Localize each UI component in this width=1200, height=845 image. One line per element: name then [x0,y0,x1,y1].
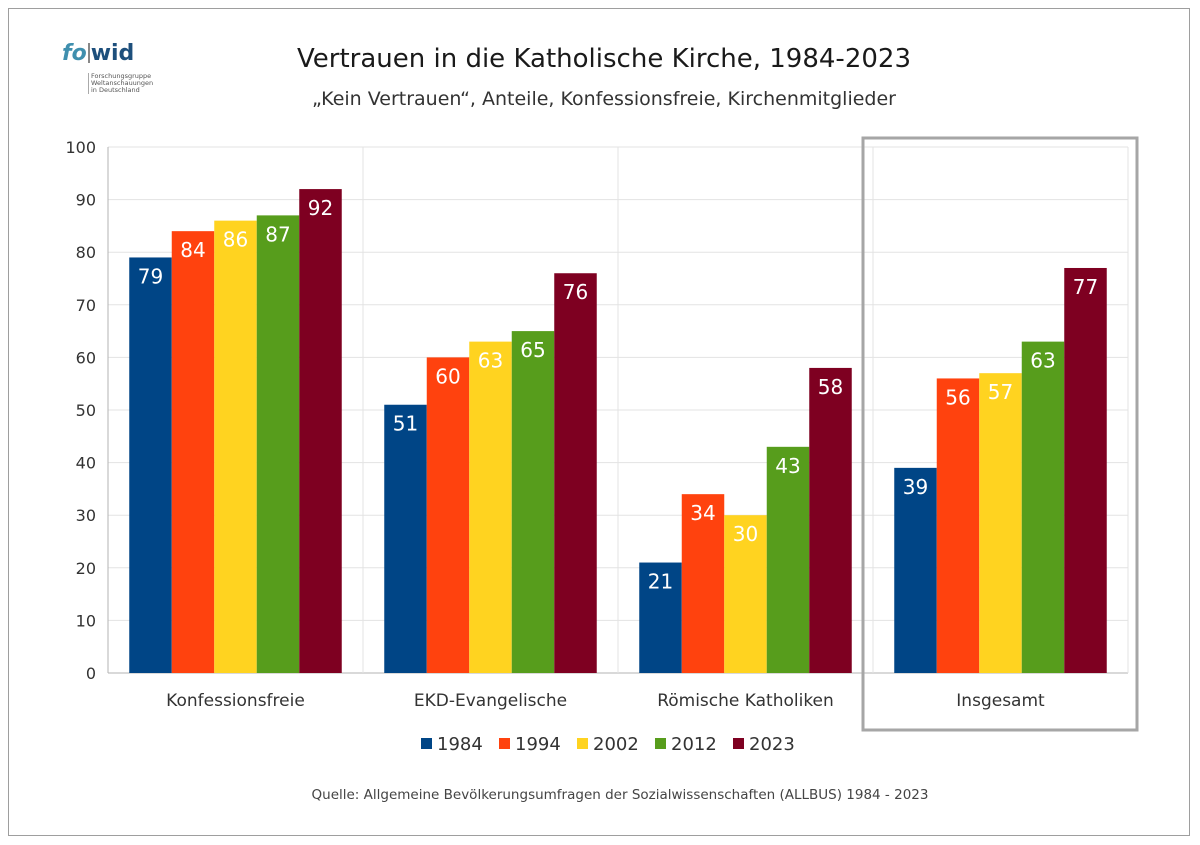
data-label: 56 [945,385,970,409]
bar-2012 [256,215,300,673]
legend-swatch-2012 [655,738,666,749]
legend-label-2023: 2023 [749,734,795,755]
legend-label-2002: 2002 [593,734,639,755]
bar-1994 [426,357,470,673]
highlight-box-layer [861,136,1139,732]
bar-2023 [809,367,852,673]
data-label: 77 [1073,275,1098,299]
logo-word-part2: wid [90,41,135,66]
legend-label-1984: 1984 [437,734,483,755]
data-label: 86 [223,228,248,252]
data-label: 92 [308,196,333,220]
x-category-label: EKD-Evangelische [414,691,567,711]
source-note: Quelle: Allgemeine Bevölkerungsumfragen … [311,787,929,803]
data-label: 60 [435,364,460,388]
y-tick-label: 0 [86,664,96,683]
y-tick-label: 10 [76,611,96,630]
data-label: 43 [775,454,800,478]
data-label: 58 [818,375,843,399]
bar-2023 [554,273,597,673]
bar-1984 [129,257,172,673]
legend-swatch-2002 [577,738,588,749]
x-category-label: Insgesamt [956,691,1045,711]
bar-2002 [469,341,512,673]
data-label: 63 [478,349,503,373]
data-label: 57 [988,380,1013,404]
legend: 1984 1994 2002 2012 2023 [421,734,795,755]
x-category-label: Römische Katholiken [657,691,834,711]
legend-swatch-1994 [499,738,510,749]
legend-label-1994: 1994 [515,734,561,755]
chart-title: Vertrauen in die Katholische Kirche, 198… [297,44,911,74]
y-tick-label: 50 [76,401,96,420]
bar-1994 [171,231,215,673]
bar-2002 [724,515,767,673]
chart-subtitle: „Kein Vertrauen“, Anteile, Konfessionsfr… [312,88,896,110]
data-label: 51 [393,412,418,436]
y-tick-label: 70 [76,296,96,315]
y-tick-label: 100 [65,138,96,157]
fowid-logo: fo wid Forschungsgruppe Weltanschauungen … [62,43,153,94]
logo-subtitle-line: in Deutschland [91,86,140,94]
data-label: 76 [563,280,588,304]
data-label: 39 [903,475,928,499]
logo-subtitle: Forschungsgruppe Weltanschauungen in Deu… [88,73,153,94]
data-label: 21 [648,570,673,594]
legend-swatch-1984 [421,738,432,749]
bar-2012 [1021,341,1065,673]
logo-wordmark: fo wid [62,43,134,65]
logo-subtitle-line: Forschungsgruppe [91,72,152,80]
bars: 79 84 86 87 92 51 60 63 65 76 21 34 30 43 58 39 56 57 63 77 [129,189,1107,673]
logo-subtitle-line: Weltanschauungen [91,79,154,87]
logo-word-part1: fo [62,41,87,66]
bar-2012 [766,446,810,673]
y-tick-label: 90 [76,191,96,210]
axes: 0 10 20 30 40 50 60 70 80 90 100 Konfessionsfreie EK… [65,138,1045,711]
data-label: 63 [1030,349,1055,373]
bar-1984 [894,467,937,673]
data-label: 65 [520,338,545,362]
bar-1994 [681,494,725,673]
y-tick-label: 80 [76,243,96,262]
data-label: 84 [180,238,205,262]
legend-swatch-2023 [733,738,744,749]
y-tick-label: 30 [76,506,96,525]
bar-1994 [936,378,980,673]
chart-frame [8,8,1190,836]
y-tick-label: 60 [76,348,96,367]
bar-2023 [1064,267,1107,673]
data-label: 87 [265,222,290,246]
legend-label-2012: 2012 [671,734,717,755]
bar-2002 [214,220,257,673]
y-tick-label: 20 [76,559,96,578]
bar-1984 [639,562,682,673]
bar-2012 [511,331,555,673]
data-label: 30 [733,522,758,546]
data-label: 79 [138,264,163,288]
logo-divider [87,43,90,63]
x-category-label: Konfessionsfreie [166,691,305,711]
bar-2002 [979,373,1022,673]
bar-2023 [299,189,342,673]
bar-1984 [384,404,427,673]
data-label: 34 [690,501,715,525]
y-tick-label: 40 [76,454,96,473]
highlight-box [861,136,1139,732]
